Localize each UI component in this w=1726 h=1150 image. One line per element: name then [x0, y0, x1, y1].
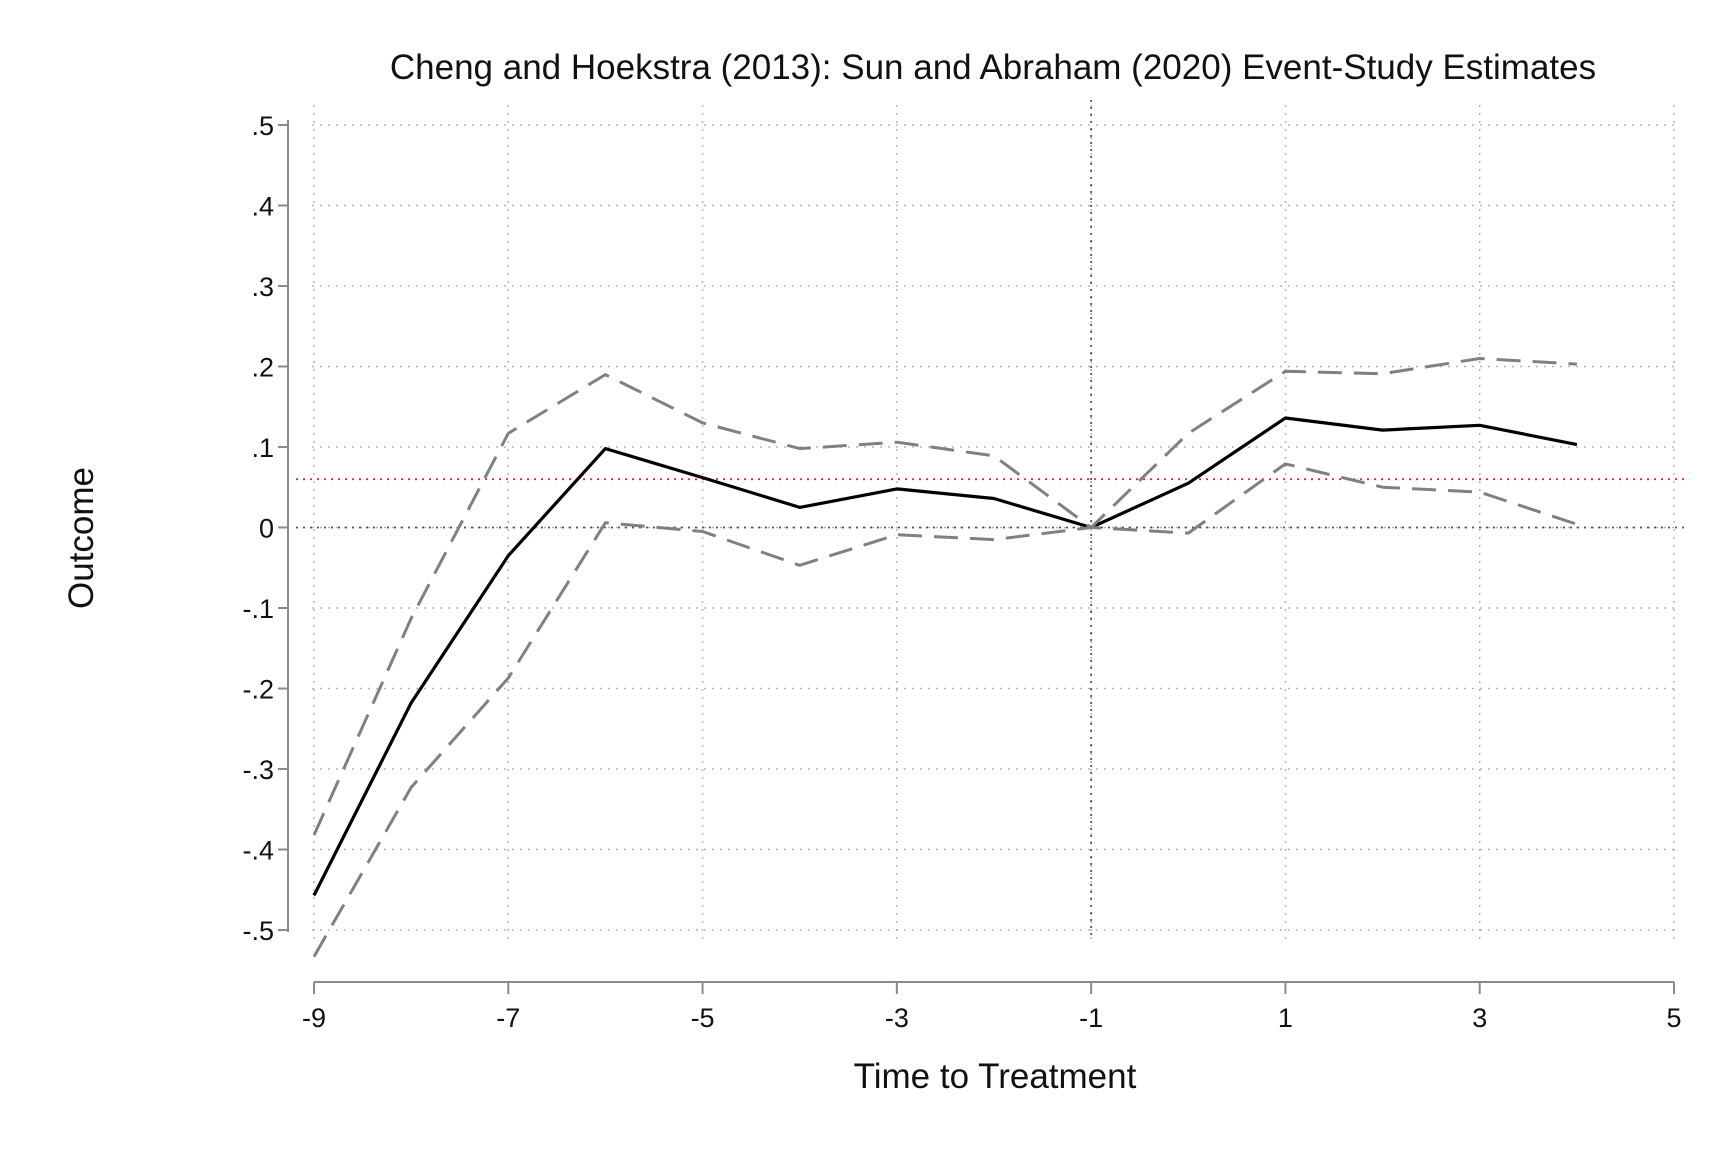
x-tick-label: 1 — [1278, 1003, 1293, 1033]
x-tick-label: -1 — [1079, 1003, 1103, 1033]
reference-lines — [296, 100, 1684, 940]
y-tick-label: -.5 — [242, 916, 274, 946]
y-tick-label: .3 — [251, 272, 274, 302]
y-tick-label: .2 — [251, 353, 274, 383]
y-tick-label: -.4 — [242, 836, 274, 866]
upper-ci-line — [312, 357, 1577, 836]
x-tick-label: 5 — [1666, 1003, 1681, 1033]
x-tick-label: -5 — [691, 1003, 715, 1033]
x-axis-title: Time to Treatment — [854, 1057, 1137, 1096]
y-tick-label: .1 — [251, 433, 274, 463]
estimate-line — [312, 416, 1578, 897]
x-tick-label: -3 — [885, 1003, 909, 1033]
y-tick-label: .5 — [251, 111, 274, 141]
y-tick-label: 0 — [259, 514, 274, 544]
x-tick-label: -9 — [302, 1003, 326, 1033]
lower-ci-line — [312, 462, 1578, 958]
series — [312, 357, 1578, 958]
grid — [312, 105, 1675, 940]
axes: .5 .4 .3 .2 .1 0 -.1 -.2 -.3 -.4 -.5 -9 -7 -5 -3 -1 1 3 5 — [242, 111, 1681, 1033]
y-tick-label: -.3 — [242, 755, 274, 785]
y-tick-label: .4 — [251, 192, 274, 222]
y-tick-label: -.2 — [242, 675, 274, 705]
x-tick-label: 3 — [1472, 1003, 1487, 1033]
chart-title: Cheng and Hoekstra (2013): Sun and Abrah… — [390, 48, 1596, 87]
y-tick-label: -.1 — [242, 594, 274, 624]
x-tick-label: -7 — [496, 1003, 520, 1033]
y-axis-title: Outcome — [62, 467, 101, 609]
